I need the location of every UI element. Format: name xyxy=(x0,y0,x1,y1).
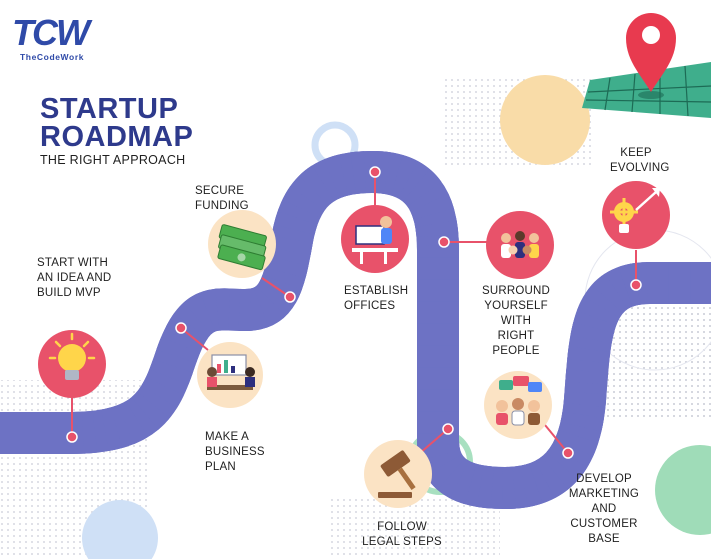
decor-circle-green xyxy=(655,445,711,535)
gear-growth-icon xyxy=(602,181,670,249)
connector-lines xyxy=(71,172,637,454)
gavel-icon xyxy=(364,440,432,508)
brand-logo-subtitle: TheCodeWork xyxy=(20,52,85,62)
step-label-marketing: DEVELOP MARKETING AND CUSTOMER BASE xyxy=(568,473,640,545)
step-label-offices: ESTABLISH OFFICES xyxy=(344,285,409,312)
step-label-legal: FOLLOW LEGAL STEPS xyxy=(362,521,442,548)
business-meeting-icon xyxy=(197,342,263,408)
road-markers xyxy=(66,166,642,459)
money-stack-icon xyxy=(208,210,276,278)
step-label-idea: START WITH AN IDEA AND BUILD MVP xyxy=(37,257,112,299)
step-label-business-plan: MAKE A BUSINESS PLAN xyxy=(205,431,265,473)
brand-logo: TCW xyxy=(12,12,90,53)
decor-circle-blue xyxy=(82,500,158,559)
decor-circle-peach xyxy=(500,75,590,165)
office-desk-icon xyxy=(341,205,409,273)
page-title-line2: ROADMAP xyxy=(40,121,194,153)
page-title-line1: STARTUP xyxy=(40,93,179,125)
step-label-people: SURROUND YOURSELF WITH RIGHT PEOPLE xyxy=(481,285,551,357)
lightbulb-icon xyxy=(38,330,106,398)
map-pin-icon xyxy=(626,13,676,92)
team-icon xyxy=(486,211,554,279)
page-subtitle: THE RIGHT APPROACH xyxy=(40,153,186,167)
step-label-evolve: KEEP EVOLVING xyxy=(610,147,670,174)
step-label-funding: SECURE FUNDING xyxy=(195,185,249,212)
customers-chat-icon xyxy=(484,371,552,439)
